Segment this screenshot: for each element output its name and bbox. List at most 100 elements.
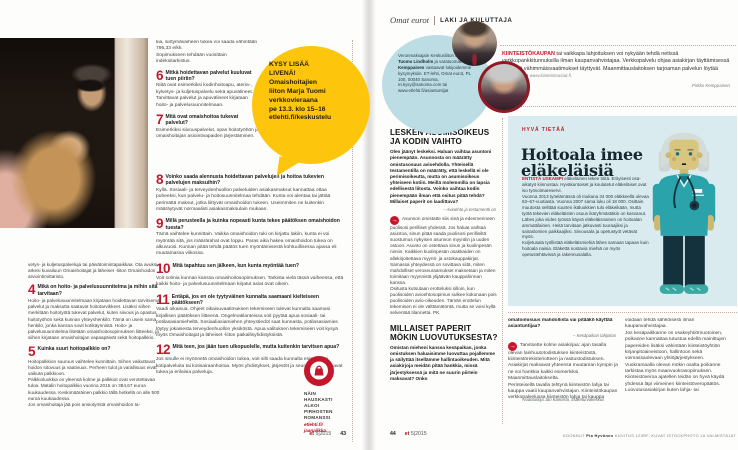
- qa-question-row: 11 Entäpä, jos en ole tyytyväinen kunnal…: [156, 291, 346, 307]
- article-heading: MILLAISET PAPERIT MÖKIN LUOVUTUKSESTA?: [390, 323, 498, 342]
- page-number: 43: [340, 431, 346, 437]
- qa-question-row: 7 Mitä ovat omaishoitoa tukevat palvelut…: [156, 111, 260, 127]
- intro-lead-word: KIINTEISTÖKAUPAN: [502, 51, 555, 57]
- tip-box-credit: Asiantuntija Jari Kannisto, Eläketurvake…: [522, 397, 605, 402]
- question-heading: Entäpä, jos en ole tyytyväinen kunnalta …: [171, 293, 319, 306]
- dotted-divider-horizontal: [508, 312, 737, 313]
- question-answer: Esimerkiksi siivouspalvelut, opas hoitot…: [156, 127, 260, 140]
- qa-item-7: 7 Mitä ovat omaishoitoa tukevat palvelut…: [156, 111, 260, 141]
- tip-lead-words: ENTISTÄ USEAMPI: [522, 176, 564, 181]
- question-answer: Hoitopalkkion suuruus vaihtelee kunnitta…: [28, 358, 160, 407]
- reader-question: Olen jäänyt leskeksi. Haluan vaihtaa asu…: [390, 149, 492, 204]
- section-kicker: Omat eurot LAKI JA KULUTTAJA: [390, 15, 513, 25]
- expert-answer-continued: voidaan tehdä sähköisesti ilman kaupanva…: [625, 318, 726, 394]
- right-page-column-left: LESKEN ASUMISOIKEUS JA KODIN VAIHTO Olen…: [390, 128, 498, 428]
- promo-text: NÄIN HAUSKASTI ALKOI PIRHOSTEN ROMANSSI: [304, 391, 333, 420]
- tip-box-label: HYVÄ TIETÄÄ: [522, 127, 566, 133]
- left-page-column-middle: kia, siirtymävaiheen tukea voi saada väh…: [156, 40, 260, 168]
- magazine-issue: et 5|2015: [405, 431, 427, 437]
- question-number: 7: [156, 111, 164, 127]
- qa-question-row: 4 Mikä on hoito- ja palvelusuunnitelma j…: [28, 283, 163, 297]
- brand-mark: et: [309, 431, 314, 437]
- category-label: LAKI JA KULUTTAJA: [440, 16, 513, 24]
- question-heading: Mitä ovat omaishoitoa tukevat palvelut?: [165, 113, 239, 127]
- question-answer: Tämä vaihtelee kunnittain. Vaikka omaish…: [156, 232, 337, 257]
- bubble-tail-icon: [276, 156, 304, 180]
- kicker-divider: [434, 15, 436, 25]
- tip-box-title: Hoitoala imee eläkeläisiä: [521, 144, 643, 180]
- qa-question-row: 10 Mitä tapahtuu sen jälkeen, kun kunta …: [156, 260, 346, 276]
- intro-signature: Pirkko Kemppainen: [691, 82, 730, 88]
- question-answer: Niitä ovat esimerkiksi kodinhoitoapu, at…: [156, 83, 254, 108]
- qa-question-row: 5 Kuinka suuri hoitopalkkio on?: [28, 344, 163, 359]
- qa-question-row: 12 Mitä teen, jos jään tuen ulkopuolelle…: [156, 342, 346, 358]
- answer-text: Asunnon omistatte siis sinä ja edesmenne…: [390, 215, 497, 316]
- qa-item-6: 6 Mitkä hoidettavan palvelut kuuluvat tu…: [156, 67, 260, 109]
- expert-photo-pirkko: [481, 64, 527, 110]
- qa-item-11: 11 Entäpä, jos en ole tyytyväinen kunnal…: [156, 291, 346, 340]
- expert-answer: → Asunnon omistatte siis sinä ja edesmenn…: [390, 215, 498, 317]
- magazine-issue: et 5|2015: [309, 431, 331, 437]
- question-number: 9: [156, 216, 164, 232]
- qa-item-10: 10 Mitä tapahtuu sen jälkeen, kun kunta …: [156, 260, 346, 289]
- tip-box-body: ENTISTÄ USEAMPI eläkeläinen tekee töitä.…: [522, 176, 649, 258]
- question-heading: Mitkä hoidettavan palvelut kuuluvat tuen…: [165, 69, 252, 82]
- live-chat-bubble: KYSY LISÄÄ LIVENÄ! Omaishoitajien liiton…: [252, 46, 370, 180]
- expert-answer: → Tarvitsette kolme asiakirjaa: ajan tasa…: [508, 341, 618, 402]
- qa-question-row: 6 Mitkä hoidettavan palvelut kuuluvat tu…: [156, 67, 260, 83]
- answer-arrow-icon: →: [390, 215, 399, 225]
- question-heading: Voinko saada alennusta hoidettavan palve…: [165, 174, 324, 187]
- credits-text: KOONNUT: [562, 433, 587, 438]
- question-number: 8: [156, 172, 164, 187]
- credits-editor-name: Pia Hyvönen: [586, 433, 614, 438]
- question-number: 5: [28, 344, 36, 359]
- question-signature: – Avioehto ja testamentti on: [443, 206, 496, 212]
- question-number: 6: [156, 67, 164, 83]
- dotted-divider-horizontal: [500, 106, 736, 107]
- question-answer: Voit solmia kunnan kanssa omaishoitosopi…: [156, 275, 344, 288]
- right-page-column-middle: omatoimisuus mahdollista vai pitääkö käy…: [508, 318, 618, 428]
- article-heading: LESKEN ASUMISOIKEUS JA KODIN VAIHTO: [390, 128, 490, 147]
- running-text: kia, siirtymävaiheen tukea voi saada väh…: [156, 40, 258, 65]
- experts-text-part: ja varatuomari: [433, 58, 464, 64]
- question-signature: – Kesäpaikan lahjoitus: [573, 332, 616, 338]
- caregiving-photo: [0, 38, 148, 228]
- tip-box: HYVÄ TIETÄÄ Hoitoala imee eläkeläisiä EN…: [508, 116, 737, 402]
- left-page-column-right: 8 Voinko saada alennusta hoidettavan pal…: [156, 170, 346, 428]
- credits-text: KUVITUS 123RF, KUVAT ISTOCKPHOTO JA VALM…: [613, 433, 736, 438]
- promo-teaser: NÄIN HAUSKASTI ALKOI PIRHOSTEN ROMANSSI …: [300, 356, 354, 434]
- expert-photo-ring: [478, 61, 530, 113]
- question-heading: Mitä tapahtuu sen jälkeen, kun kunta myö…: [172, 262, 300, 269]
- credits-line: KOONNUT Pia Hyvönen KUVITUS 123RF, KUVAT…: [456, 433, 736, 438]
- right-page-column-right: voidaan tehdä sähköisesti ilman kaupanva…: [625, 318, 737, 428]
- reader-question-continued: omatoimisuus mahdollista vai pitääkö käy…: [508, 318, 613, 330]
- qa-item-8: 8 Voinko saada alennusta hoidettavan pal…: [156, 172, 346, 213]
- dotted-divider-horizontal: [500, 45, 736, 46]
- question-number: 12: [156, 342, 171, 358]
- question-answer: Vaadi oikaisua. Ohjeet oikaisuvaatimukse…: [156, 307, 338, 338]
- left-page-footer: et 5|2015 43: [252, 431, 346, 437]
- promo-link-text: etlehti.fi/ jaanailkka: [304, 421, 326, 433]
- qa-item-5: 5 Kuinka suuri hoitopalkkio on? Hoitopal…: [28, 344, 163, 408]
- expert-name: Tuomo Lindholm: [398, 58, 434, 64]
- live-chat-text: KYSY LISÄÄ LIVENÄ! Omaishoitajien liiton…: [269, 61, 332, 122]
- question-heading: Mikä on hoito- ja palvelusuunnitelma ja …: [37, 284, 158, 297]
- question-number: 11: [156, 291, 170, 307]
- issue-number: 5|2015: [410, 431, 427, 437]
- dotted-divider-vertical: [352, 40, 353, 442]
- expert-photo-tuomo: [452, 21, 497, 66]
- experts-text-part: vastaavat lukijoidemme kysymyksiin. ET-l…: [398, 64, 472, 94]
- intro-url: www.kiinteistoasiat.fi.: [529, 73, 573, 79]
- qa-question-row: 9 Millä perusteella ja kuinka nopeasti k…: [156, 216, 346, 232]
- question-number: 10: [156, 260, 171, 276]
- question-heading: Mitä teen, jos jään tuen ulkopuolelle, m…: [172, 344, 340, 351]
- question-heading: Kuinka suuri hoitopalkkio on?: [37, 346, 111, 352]
- question-heading: Millä perusteella ja kuinka nopeasti kun…: [165, 218, 340, 231]
- qa-item-4: 4 Mikä on hoito- ja palvelusuunnitelma j…: [28, 283, 163, 341]
- page-number: 44: [390, 431, 396, 437]
- reader-question: Omistan mieheni kanssa kesäpaikan, jonka…: [390, 344, 495, 381]
- answer-arrow-icon: →: [508, 341, 517, 351]
- tip-body-text: eläkeläinen tekee töitä. Erityisesti osa…: [522, 176, 649, 257]
- section-name: Omat eurot: [390, 15, 430, 25]
- question-answer: Hoito- ja palvelusuunnitelmaan kirjataan…: [28, 298, 161, 340]
